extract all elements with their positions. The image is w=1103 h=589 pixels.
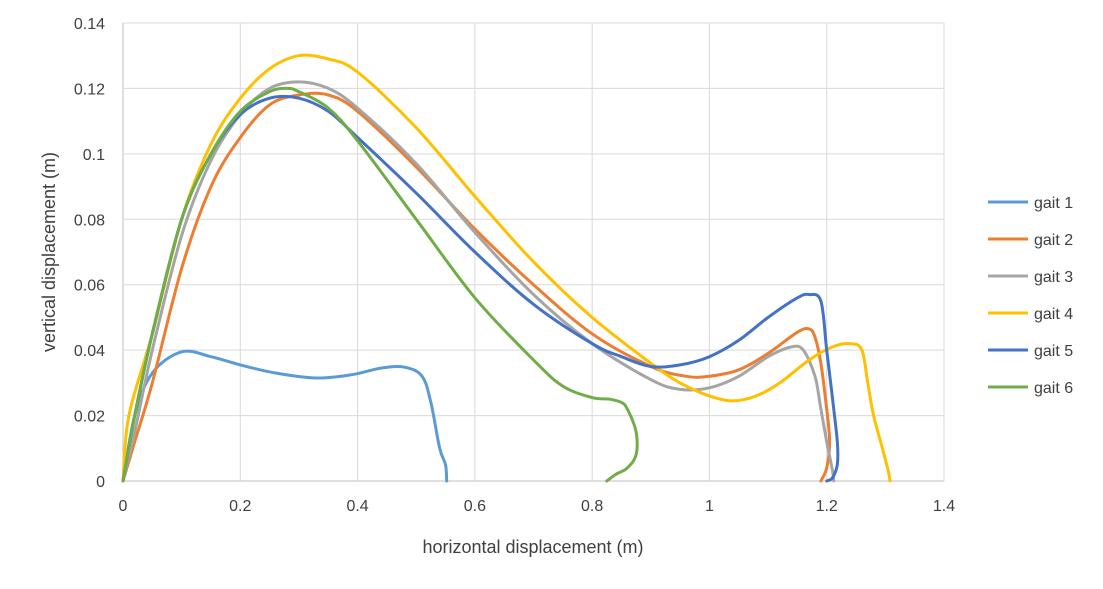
y-tick-label: 0.14 [74,16,105,33]
legend: gait 1 gait 2 gait 3 gait 4 gait 5 gait 6 [988,195,1073,397]
y-tick-label: 0.1 [83,147,105,164]
series-line-gait-3 [121,80,836,483]
x-tick-label: 0 [119,498,128,515]
legend-label-gait-2: gait 2 [1034,232,1073,249]
legend-label-gait-6: gait 6 [1034,380,1073,397]
y-tick-label: 0.12 [74,81,105,98]
y-tick-label: 0.04 [74,343,105,360]
x-tick-label: 0.8 [581,498,603,515]
axis-ticks: 0 0.2 0.4 0.6 0.8 1 1.2 1.4 0 0.02 0.04 0.06 0.08 0.1… [74,16,955,515]
y-axis-label: vertical displacement (m) [39,152,59,352]
x-tick-label: 0.6 [464,498,486,515]
series-line-gait-6 [121,86,639,483]
series-line-gait-4 [121,53,892,483]
series-line-gait-2 [121,91,832,483]
x-tick-label: 1.4 [933,498,955,515]
legend-label-gait-5: gait 5 [1034,343,1073,360]
legend-label-gait-1: gait 1 [1034,195,1073,212]
legend-label-gait-3: gait 3 [1034,269,1073,286]
x-tick-label: 0.2 [229,498,251,515]
y-tick-label: 0.06 [74,278,105,295]
gridlines [122,22,945,482]
x-tick-label: 0.4 [346,498,368,515]
y-tick-label: 0.08 [74,212,105,229]
x-axis-label: horizontal displacement (m) [422,537,643,557]
x-tick-label: 1 [705,498,714,515]
series-line-gait-1 [121,349,449,483]
y-tick-label: 0 [96,474,105,491]
series-lines [121,53,892,483]
x-tick-label: 1.2 [816,498,838,515]
legend-label-gait-4: gait 4 [1034,306,1073,323]
y-tick-label: 0.02 [74,409,105,426]
